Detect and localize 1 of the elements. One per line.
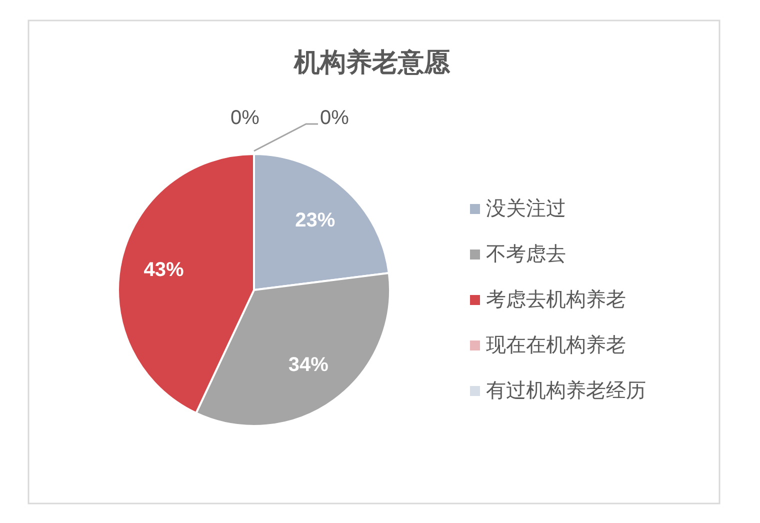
title: 机构养老意愿 [294,47,450,77]
